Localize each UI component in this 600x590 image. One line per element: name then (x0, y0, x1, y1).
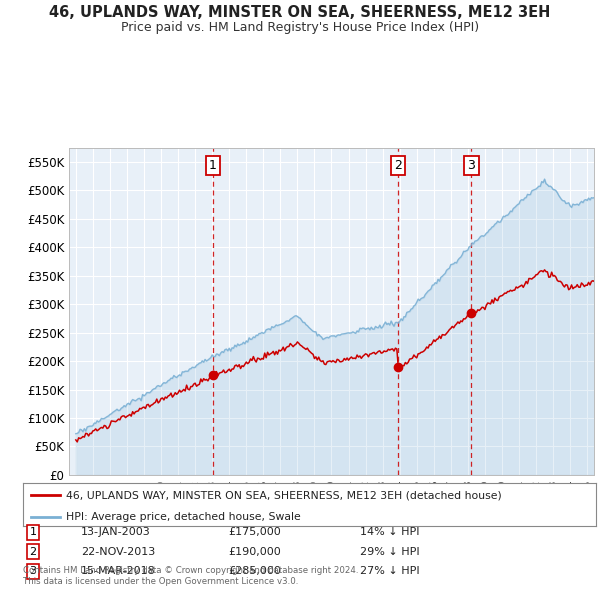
Text: £285,000: £285,000 (228, 566, 281, 576)
Text: 46, UPLANDS WAY, MINSTER ON SEA, SHEERNESS, ME12 3EH: 46, UPLANDS WAY, MINSTER ON SEA, SHEERNE… (49, 5, 551, 19)
Text: 1: 1 (209, 159, 217, 172)
Text: 14% ↓ HPI: 14% ↓ HPI (360, 527, 419, 537)
Text: 29% ↓ HPI: 29% ↓ HPI (360, 547, 419, 556)
Text: Price paid vs. HM Land Registry's House Price Index (HPI): Price paid vs. HM Land Registry's House … (121, 21, 479, 34)
Text: 13-JAN-2003: 13-JAN-2003 (81, 527, 151, 537)
Text: 2: 2 (394, 159, 402, 172)
Text: 3: 3 (29, 566, 37, 576)
Text: 1: 1 (29, 527, 37, 537)
Text: £190,000: £190,000 (228, 547, 281, 556)
Text: 3: 3 (467, 159, 475, 172)
Text: 2: 2 (29, 547, 37, 556)
Text: 15-MAR-2018: 15-MAR-2018 (81, 566, 156, 576)
Text: 46, UPLANDS WAY, MINSTER ON SEA, SHEERNESS, ME12 3EH (detached house): 46, UPLANDS WAY, MINSTER ON SEA, SHEERNE… (66, 490, 502, 500)
Text: HPI: Average price, detached house, Swale: HPI: Average price, detached house, Swal… (66, 512, 301, 522)
Text: 27% ↓ HPI: 27% ↓ HPI (360, 566, 419, 576)
Text: £175,000: £175,000 (228, 527, 281, 537)
Text: Contains HM Land Registry data © Crown copyright and database right 2024.
This d: Contains HM Land Registry data © Crown c… (23, 566, 358, 586)
Text: 22-NOV-2013: 22-NOV-2013 (81, 547, 155, 556)
